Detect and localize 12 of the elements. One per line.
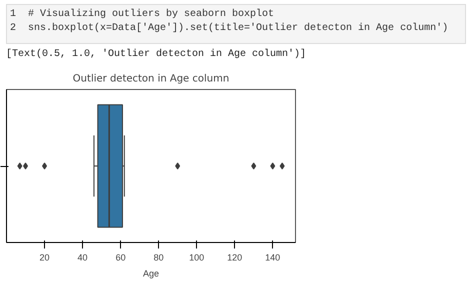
x-tick-label: 60: [116, 252, 126, 262]
x-tick-label: 140: [265, 252, 280, 262]
chart-title: Outlier detecton in Age column: [72, 74, 230, 84]
x-tick-label: 40: [78, 252, 88, 262]
x-tick-label: 80: [154, 252, 164, 262]
x-tick-label: 20: [40, 252, 50, 262]
x-axis-title: Age: [142, 268, 160, 278]
text: 2 sns.boxplot(x=Data['Age']).set(title='Outlier detecton in Age column'): [10, 23, 448, 34]
x-tick-label: 100: [189, 252, 204, 262]
text: 1 # Visualizing outliers by seaborn boxplot: [10, 9, 274, 20]
x-tick-label: 120: [227, 252, 242, 262]
text: [Text(0.5, 1.0, 'Outlier detecton in Age column')]: [6, 48, 306, 62]
